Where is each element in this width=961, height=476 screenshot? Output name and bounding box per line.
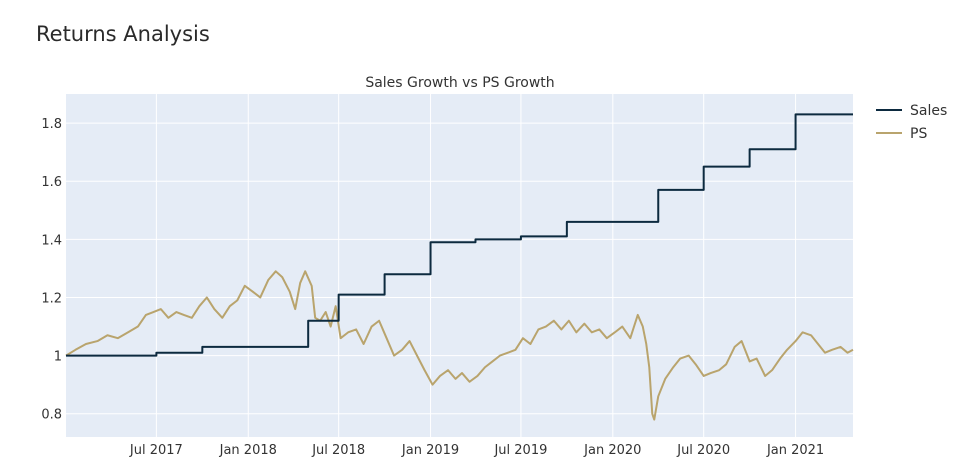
y-tick-label: 1.8 — [41, 117, 62, 132]
series-line-sales[interactable] — [66, 113, 853, 357]
y-tick-label: 1.6 — [41, 175, 62, 190]
x-tick-label: Jul 2017 — [129, 443, 183, 458]
y-tick-label: 0.8 — [41, 408, 62, 423]
chart-title: Sales Growth vs PS Growth — [365, 75, 554, 91]
x-axis: Jul 2017 Jan 2018 Jul 2018 Jan 2019 Jul 2019… — [129, 443, 824, 458]
legend-item-sales[interactable]: Sales — [876, 103, 947, 119]
y-tick-label: 1 — [54, 350, 62, 365]
legend-label-sales: Sales — [910, 103, 947, 119]
x-tick-label: Jan 2019 — [401, 443, 459, 458]
x-tick-label: Jan 2018 — [219, 443, 277, 458]
plot-area — [66, 94, 853, 437]
legend[interactable]: Sales PS — [876, 103, 947, 142]
x-tick-label: Jul 2019 — [493, 443, 547, 458]
series-layer — [65, 113, 854, 421]
legend-label-ps: PS — [910, 126, 927, 142]
x-tick-label: Jan 2020 — [583, 443, 641, 458]
page-title: Returns Analysis — [36, 22, 210, 46]
x-tick-label: Jul 2020 — [676, 443, 730, 458]
legend-item-ps[interactable]: PS — [876, 126, 927, 142]
x-tick-label: Jul 2018 — [311, 443, 365, 458]
y-tick-label: 1.2 — [41, 291, 62, 306]
x-tick-label: Jan 2021 — [766, 443, 824, 458]
y-tick-label: 1.4 — [41, 233, 62, 248]
y-axis: 0.8 1 1.2 1.4 1.6 1.8 — [41, 117, 62, 423]
series-line-ps[interactable] — [65, 270, 854, 421]
